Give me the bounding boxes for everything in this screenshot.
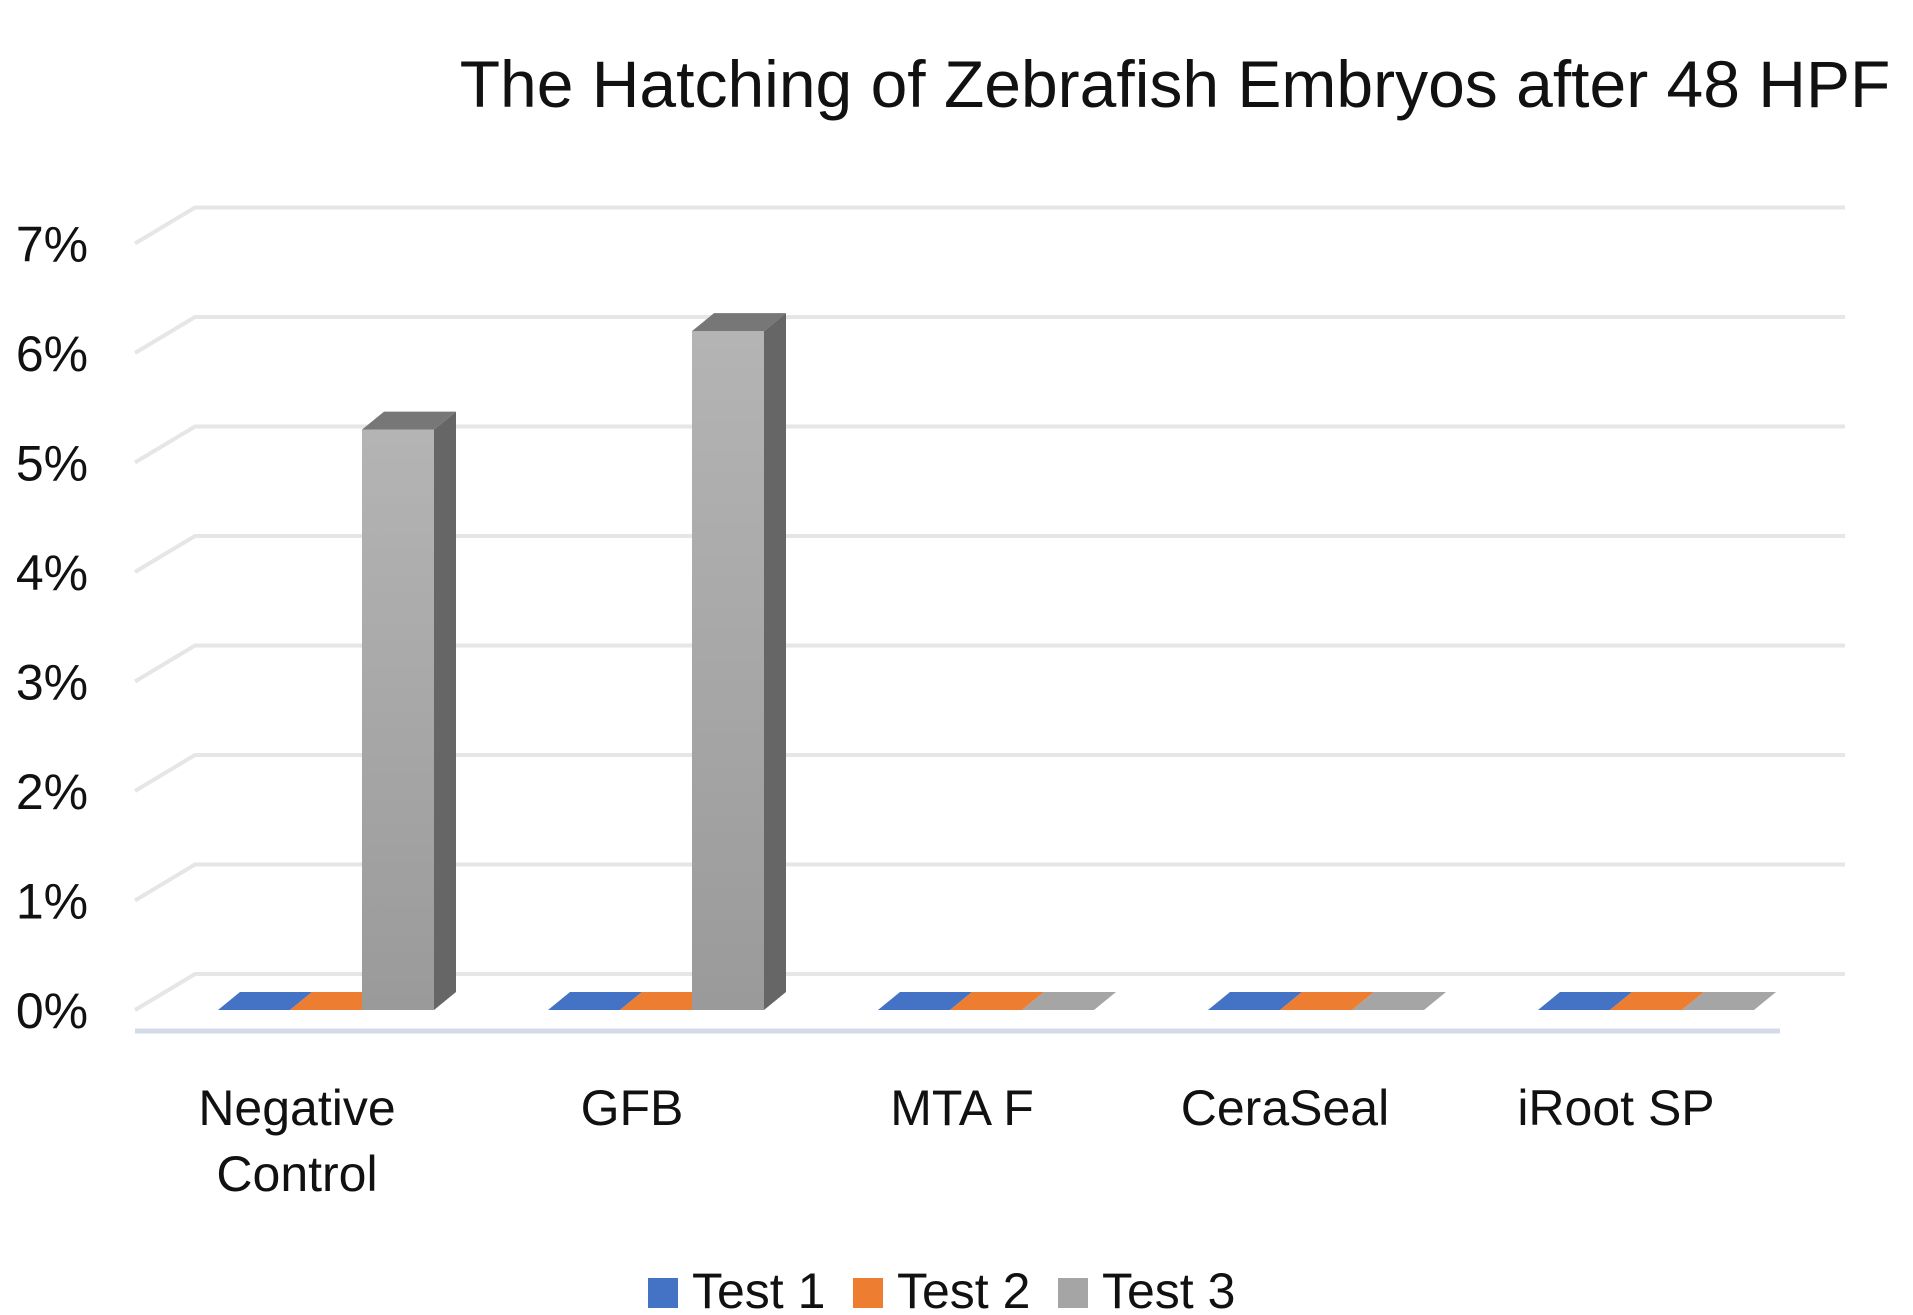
x-category-label: Negative (198, 1080, 395, 1136)
legend-label: Test 1 (692, 1263, 825, 1315)
x-category-label: GFB (581, 1080, 684, 1136)
bar-test-2 (1610, 992, 1704, 1010)
bar-test-3 (692, 331, 764, 1011)
gridlines (133, 205, 1845, 1012)
bar-test-2 (950, 992, 1044, 1010)
y-axis-ticks: 0% 1% 2% 3% 4% 5% 6% 7% (16, 217, 88, 1040)
bar-test-1 (548, 992, 642, 1010)
gridline (133, 753, 1845, 793)
gridline (133, 315, 1845, 355)
bar-test-1 (1538, 992, 1632, 1010)
y-tick-label: 3% (16, 655, 88, 711)
bar-test-3 (362, 429, 434, 1010)
bar-test-3 (1022, 992, 1116, 1010)
bar-top (362, 411, 456, 430)
x-axis-categories: Negative Control GFB MTA F CeraSeal iRoot SP (198, 1080, 1714, 1202)
bar-test-2 (290, 992, 384, 1010)
x-category-label: Control (216, 1146, 377, 1202)
bar-side (764, 313, 786, 1011)
gridline (133, 534, 1845, 574)
legend-swatch (853, 1278, 883, 1308)
bar-side (434, 411, 456, 1010)
y-tick-label: 4% (16, 545, 88, 601)
gridline (133, 205, 1845, 246)
legend-swatch (648, 1278, 678, 1308)
legend-label: Test 3 (1102, 1263, 1235, 1315)
y-tick-label: 2% (16, 764, 88, 820)
legend-label: Test 2 (897, 1263, 1030, 1315)
bar-test-3 (1682, 992, 1776, 1010)
y-tick-label: 6% (16, 326, 88, 382)
bar-test-2 (620, 992, 714, 1010)
x-category-label: iRoot SP (1517, 1080, 1714, 1136)
y-tick-label: 5% (16, 436, 88, 492)
bar-test-1 (1208, 992, 1302, 1010)
x-category-label: MTA F (890, 1080, 1034, 1136)
gridline (133, 862, 1845, 903)
gridline (133, 972, 1845, 1012)
x-category-label: CeraSeal (1181, 1080, 1389, 1136)
chart-title: The Hatching of Zebrafish Embryos after … (460, 47, 1891, 121)
bar-test-1 (218, 992, 312, 1010)
y-tick-label: 0% (16, 983, 88, 1039)
gridline (133, 643, 1845, 684)
bar-test-3 (1352, 992, 1446, 1010)
gridline (133, 424, 1845, 465)
bars (218, 313, 1776, 1011)
legend-swatch (1058, 1278, 1088, 1308)
bar-test-1 (878, 992, 972, 1010)
y-tick-label: 7% (16, 217, 88, 273)
y-tick-label: 1% (16, 874, 88, 930)
bar-top (692, 313, 786, 332)
legend: Test 1 Test 2 Test 3 (648, 1263, 1235, 1315)
bar-test-2 (1280, 992, 1374, 1010)
